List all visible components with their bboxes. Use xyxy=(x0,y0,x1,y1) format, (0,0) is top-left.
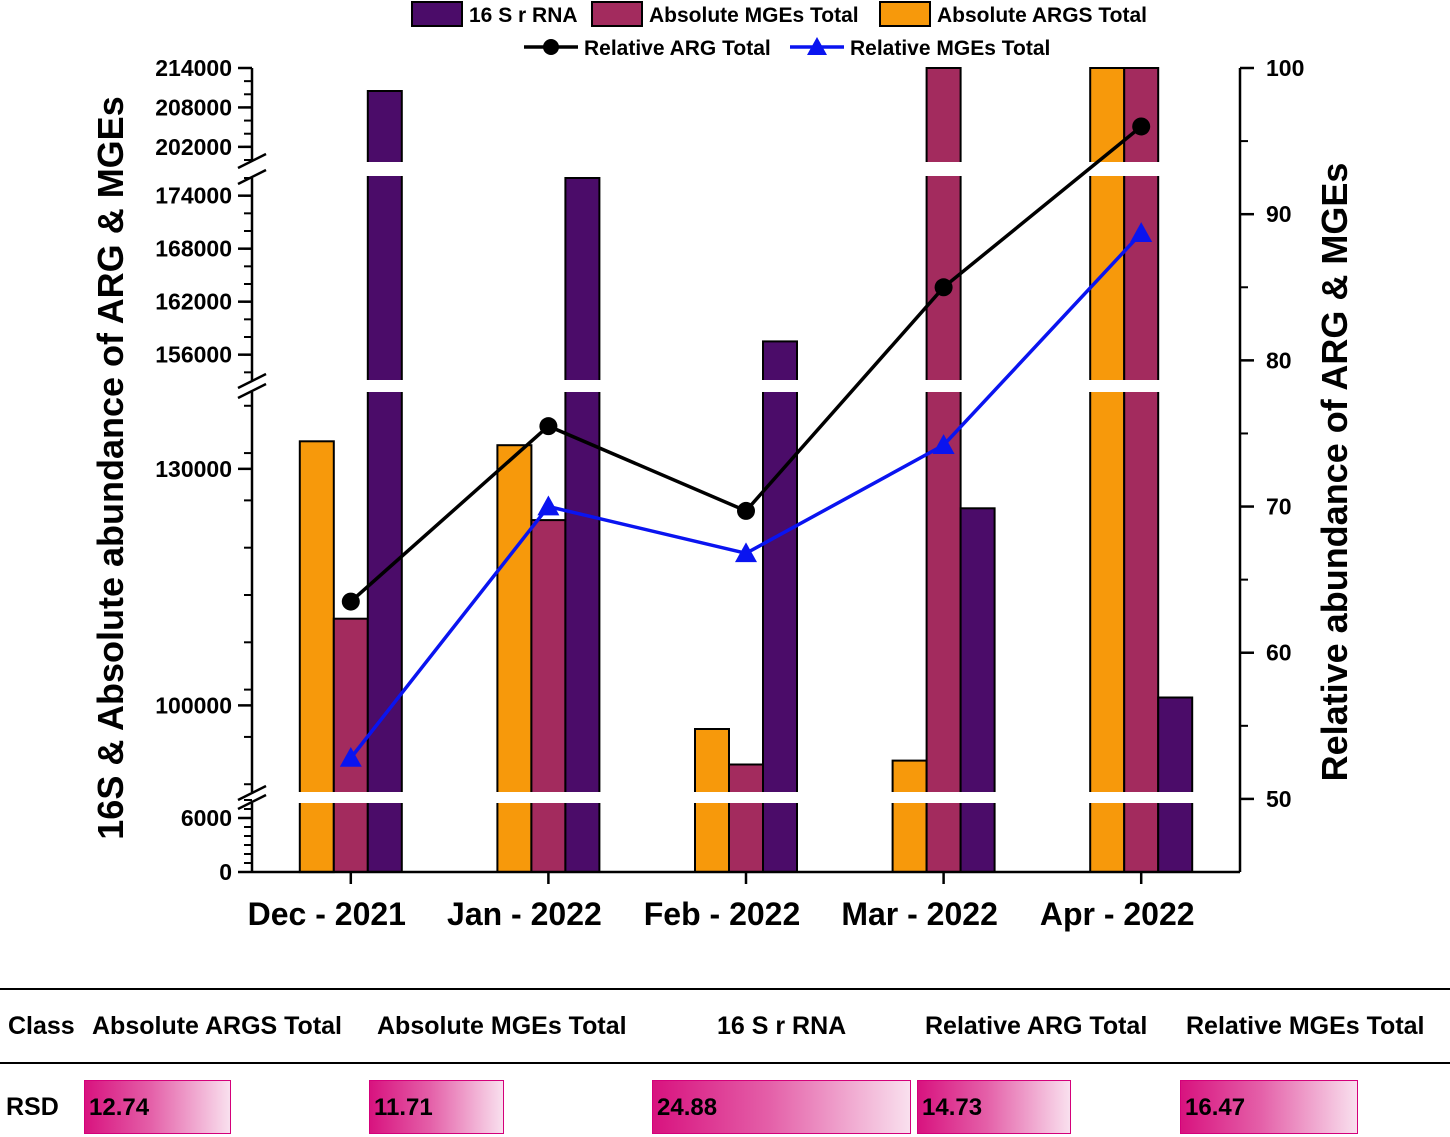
rsd-value-16s: 24.88 xyxy=(657,1094,718,1121)
y-left-tick-label: 174000 xyxy=(155,183,232,209)
x-tick-label: Mar - 2022 xyxy=(841,896,998,932)
y-left-tick-label: 214000 xyxy=(155,55,232,81)
legend-label: Absolute MGEs Total xyxy=(649,4,859,27)
bar-absolute-args-total-1 xyxy=(496,444,533,873)
bar-16-s-r-rna-4 xyxy=(1157,696,1194,873)
rsd-value-mges: 11.71 xyxy=(374,1094,433,1121)
point-relative-mges-total-3 xyxy=(932,434,955,454)
axis-break-gap-0 xyxy=(253,162,1239,176)
table-header-mges: Absolute MGEs Total xyxy=(377,1012,627,1040)
legend-swatch xyxy=(411,1,463,27)
y-axis-title-right: Relative abundance of ARG & MGEs xyxy=(1314,163,1355,782)
point-relative-mges-total-0 xyxy=(339,746,362,767)
bar-16-s-r-rna-0 xyxy=(366,90,403,873)
legend-label: Relative MGEs Total xyxy=(850,37,1050,60)
axis-break-mark-top-2 xyxy=(237,784,267,802)
y-left-tick-label: 162000 xyxy=(155,289,232,315)
y-left-tick-label: 156000 xyxy=(155,342,232,368)
point-relative-mges-total-1 xyxy=(537,495,560,516)
table-header-args: Absolute ARGS Total xyxy=(92,1012,342,1040)
table-header-16s: 16 S r RNA xyxy=(717,1012,847,1040)
x-tick-label: Dec - 2021 xyxy=(248,896,406,932)
bar-absolute-mges-total-3 xyxy=(925,67,962,873)
point-relative-arg-total-2 xyxy=(737,501,755,520)
y-left-tick-label: 208000 xyxy=(155,94,232,120)
table-header-class: Class xyxy=(8,1012,75,1040)
axis-break-gap-1 xyxy=(253,380,1239,392)
rsd-bar-16s: 24.88 xyxy=(652,1080,911,1134)
point-relative-mges-total-4 xyxy=(1130,222,1153,242)
line-relative-arg-total xyxy=(349,125,1143,603)
y-axis-title-left: 16S & Absolute abundance of ARG & MGEs xyxy=(90,96,131,839)
table-row-label: RSD xyxy=(6,1093,59,1121)
rsd-bar-mges: 11.71 xyxy=(369,1080,504,1134)
bar-absolute-mges-total-1 xyxy=(530,519,567,873)
bar-absolute-args-total-4 xyxy=(1089,67,1126,873)
legend-label: Relative ARG Total xyxy=(584,37,771,60)
y-right-tick-label: 50 xyxy=(1266,786,1292,812)
axis-break-mark-bottom-2 xyxy=(237,793,267,811)
y-left-tick-label: 0 xyxy=(219,859,232,885)
table-mid-rule xyxy=(0,1062,1450,1064)
point-relative-arg-total-3 xyxy=(934,278,953,297)
rsd-value-args: 12.74 xyxy=(89,1094,150,1121)
legend-marker xyxy=(807,37,827,55)
x-tick-label: Feb - 2022 xyxy=(644,896,801,932)
point-relative-arg-total-0 xyxy=(341,592,360,611)
y-right-tick-label: 90 xyxy=(1266,201,1292,227)
bar-16-s-r-rna-3 xyxy=(959,507,996,873)
y-left-tick-label: 202000 xyxy=(155,134,232,160)
y-left-tick-label: 6000 xyxy=(181,805,232,831)
x-tick-label: Apr - 2022 xyxy=(1040,896,1195,932)
table-header-rel-mges: Relative MGEs Total xyxy=(1186,1012,1425,1040)
axis-break-gap-2 xyxy=(253,792,1239,803)
axis-break-mark-bottom-1 xyxy=(237,382,267,400)
table-top-rule xyxy=(0,988,1450,990)
point-relative-mges-total-2 xyxy=(735,542,757,563)
rsd-bar-args: 12.74 xyxy=(84,1080,231,1134)
bar-absolute-mges-total-2 xyxy=(728,763,764,873)
rsd-value-rel-mges: 16.47 xyxy=(1185,1094,1246,1121)
y-left-tick-label: 168000 xyxy=(155,236,232,262)
bar-absolute-args-total-3 xyxy=(891,759,928,873)
bar-absolute-args-total-0 xyxy=(298,440,335,874)
point-relative-arg-total-1 xyxy=(539,417,558,436)
x-tick-label: Jan - 2022 xyxy=(447,896,602,932)
rsd-value-rel-arg: 14.73 xyxy=(922,1094,983,1121)
rsd-bar-rel-arg: 14.73 xyxy=(917,1080,1071,1134)
y-left-tick-label: 100000 xyxy=(155,692,232,718)
chart-plot: 0 6000 100000 130000 156000 162000 168000 17400… xyxy=(90,1,1355,932)
y-left-tick-label: 130000 xyxy=(155,456,232,482)
legend-label: Absolute ARGS Total xyxy=(937,4,1147,27)
bar-absolute-mges-total-4 xyxy=(1123,67,1160,873)
legend-label: 16 S r RNA xyxy=(469,4,578,27)
point-relative-arg-total-4 xyxy=(1132,117,1151,136)
legend-marker xyxy=(543,39,559,55)
bar-16-s-r-rna-1 xyxy=(564,177,601,873)
y-right-tick-label: 100 xyxy=(1266,55,1304,81)
table-header-rel-arg: Relative ARG Total xyxy=(925,1012,1148,1040)
y-right-tick-label: 70 xyxy=(1266,494,1292,520)
y-right-tick-label: 80 xyxy=(1266,347,1292,373)
y-right-tick-label: 60 xyxy=(1266,640,1292,666)
legend-swatch xyxy=(591,1,643,27)
rsd-bar-rel-mges: 16.47 xyxy=(1180,1080,1358,1134)
legend-swatch xyxy=(879,1,931,27)
axis-break-mark-top-1 xyxy=(237,372,267,390)
